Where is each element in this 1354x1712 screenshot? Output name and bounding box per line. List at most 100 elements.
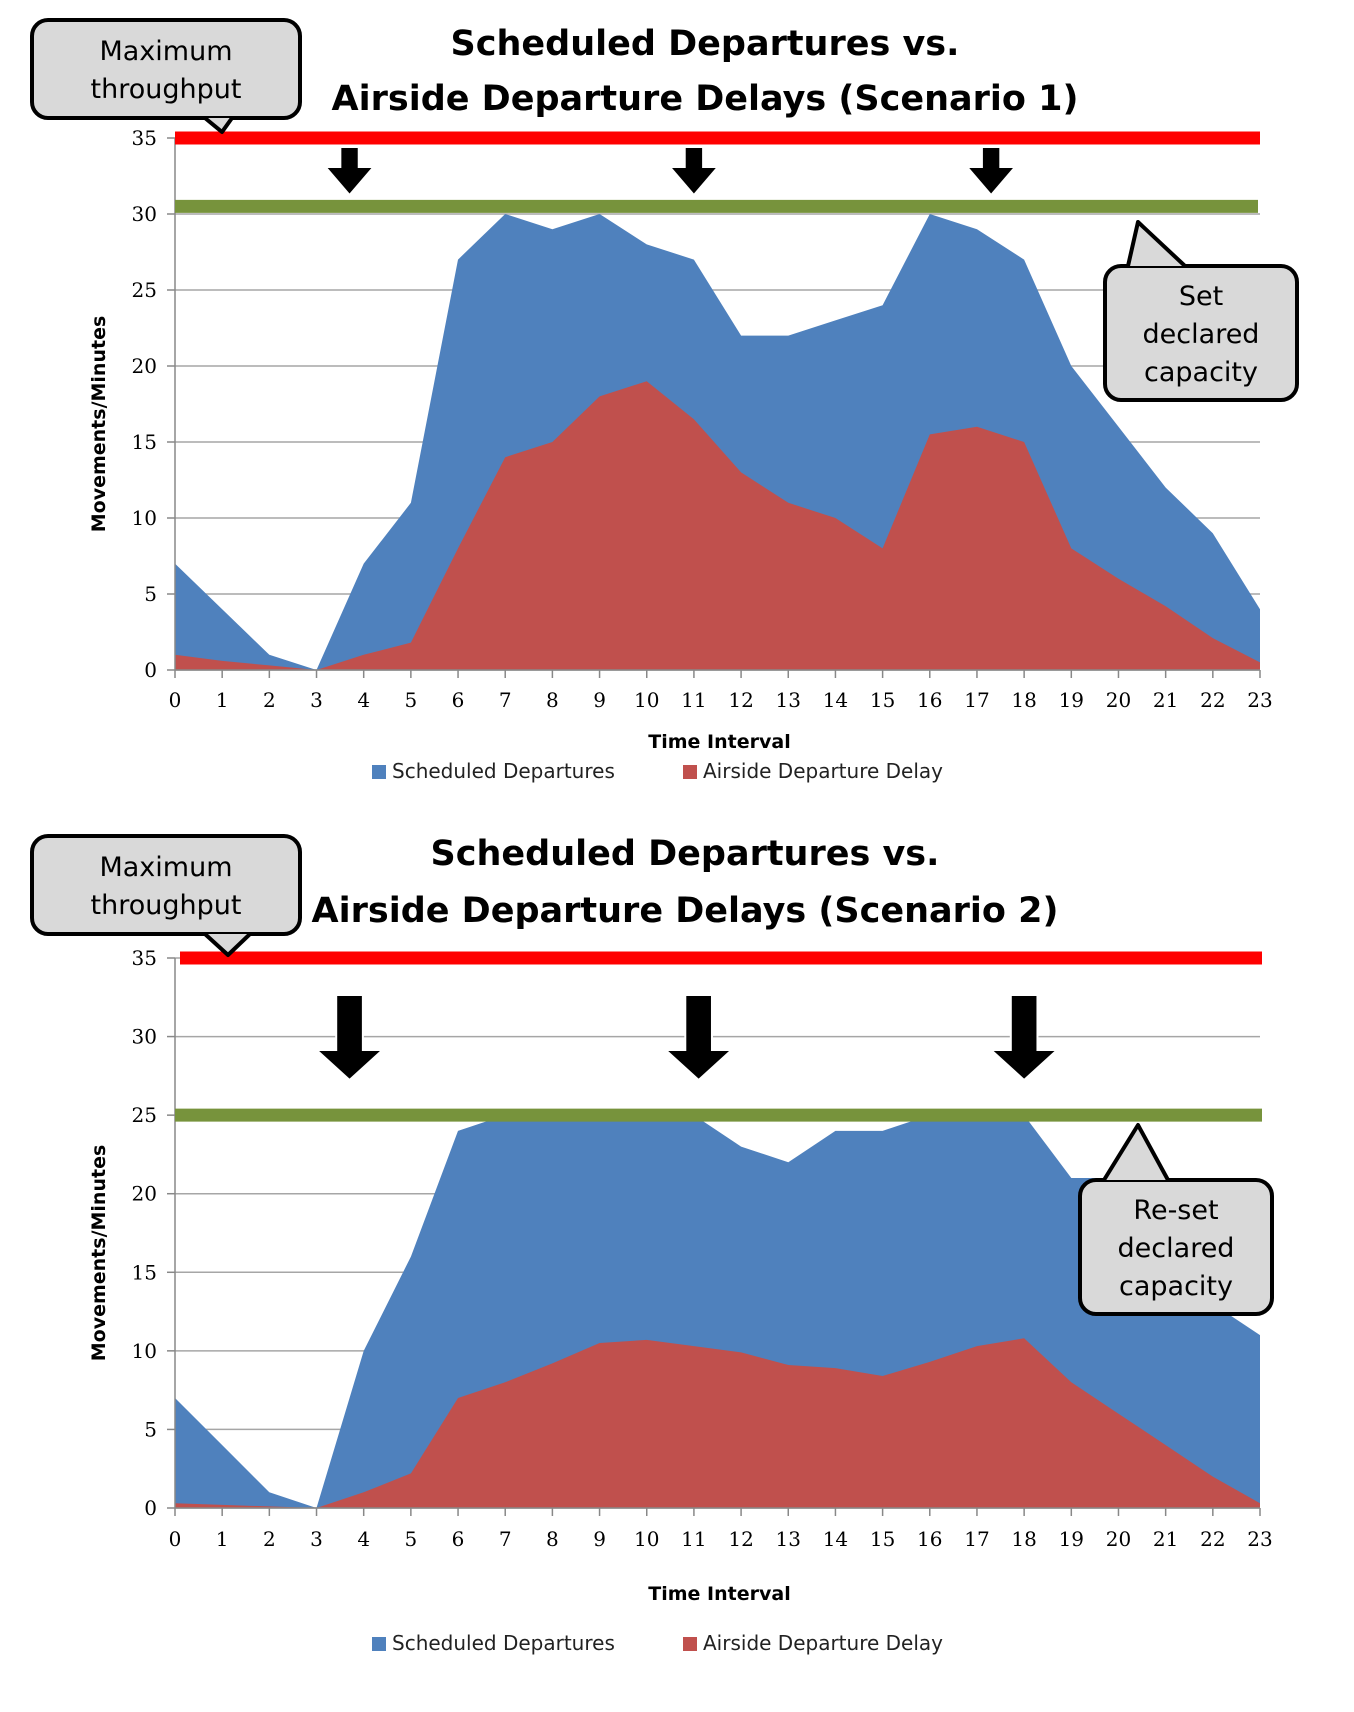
x-tick-label: 21 (1153, 1527, 1178, 1551)
down-arrow-icon (317, 995, 383, 1080)
y-tick-label: 0 (144, 658, 157, 682)
x-tick-label: 21 (1153, 688, 1178, 712)
down-arrow-icon (670, 147, 718, 195)
legend-swatch (372, 1637, 386, 1651)
x-tick-label: 18 (1011, 688, 1036, 712)
y-tick-label: 5 (144, 582, 157, 606)
y-tick-label: 35 (132, 126, 157, 150)
y-tick-label: 30 (132, 1025, 157, 1049)
x-tick-label: 8 (546, 1527, 559, 1551)
chart-title-line: Airside Departure Delays (Scenario 1) (332, 79, 1079, 119)
x-tick-label: 13 (776, 1527, 801, 1551)
legend: Scheduled Departures Airside Departure De… (372, 1631, 943, 1655)
callout-text-line: capacity (1119, 1271, 1233, 1302)
callout-text-line: Set (1179, 281, 1223, 312)
chart-title-line: Airside Departure Delays (Scenario 2) (312, 891, 1059, 931)
callout-text-line: capacity (1144, 357, 1258, 388)
x-tick-label: 10 (634, 688, 659, 712)
y-tick-label: 15 (132, 430, 157, 454)
y-tick-label: 35 (132, 946, 157, 970)
y-tick-label: 25 (132, 278, 157, 302)
x-tick-label: 12 (728, 688, 753, 712)
x-tick-label: 15 (870, 688, 895, 712)
x-tick-label: 17 (964, 1527, 989, 1551)
legend-label: Airside Departure Delay (703, 1631, 943, 1655)
x-tick-label: 3 (310, 1527, 323, 1551)
x-tick-label: 12 (728, 1527, 753, 1551)
legend: Scheduled Departures Airside Departure De… (372, 759, 943, 783)
y-tick-label: 30 (132, 202, 157, 226)
y-axis-label: Movements/Minutes (88, 1145, 110, 1362)
x-tick-label: 11 (681, 688, 706, 712)
y-tick-label: 15 (132, 1260, 157, 1284)
x-tick-label: 14 (823, 1527, 848, 1551)
x-tick-label: 22 (1200, 1527, 1225, 1551)
x-tick-label: 23 (1247, 688, 1272, 712)
x-tick-label: 1 (216, 1527, 229, 1551)
x-tick-label: 2 (263, 1527, 276, 1551)
x-tick-label: 23 (1247, 1527, 1272, 1551)
x-tick-label: 20 (1106, 688, 1131, 712)
legend-label: Scheduled Departures (392, 1631, 615, 1655)
x-tick-label: 7 (499, 688, 512, 712)
legend-label: Airside Departure Delay (703, 759, 943, 783)
y-tick-label: 10 (132, 1339, 157, 1363)
y-axis-label: Movements/Minutes (88, 316, 110, 533)
max-throughput-callout: Maximum throughput (32, 836, 300, 955)
callout-text-line: throughput (91, 890, 242, 921)
y-tick-label: 20 (132, 1182, 157, 1206)
chart-1: Scheduled Departures vs. Airside Departur… (32, 20, 1297, 783)
x-tick-label: 6 (452, 1527, 465, 1551)
x-tick-label: 4 (357, 1527, 370, 1551)
callout-text-line: Maximum (99, 852, 232, 883)
x-tick-label: 4 (357, 688, 370, 712)
callout-tail-fill (1104, 1125, 1168, 1180)
x-tick-label: 14 (823, 688, 848, 712)
callout-text-line: declared (1143, 319, 1260, 350)
x-tick-label: 22 (1200, 688, 1225, 712)
max-throughput-callout: Maximum throughput (32, 20, 300, 132)
y-tick-label: 10 (132, 506, 157, 530)
callout-text-line: Re-set (1133, 1195, 1218, 1226)
x-tick-label: 13 (776, 688, 801, 712)
x-tick-label: 17 (964, 688, 989, 712)
declared-capacity-callout: Set declared capacity (1105, 222, 1297, 400)
x-tick-label: 8 (546, 688, 559, 712)
chart-title-line: Scheduled Departures vs. (451, 24, 960, 64)
x-tick-label: 1 (216, 688, 229, 712)
x-tick-label: 11 (681, 1527, 706, 1551)
x-tick-label: 19 (1059, 1527, 1084, 1551)
y-tick-label: 5 (144, 1417, 157, 1441)
legend-label: Scheduled Departures (392, 759, 615, 783)
x-tick-label: 18 (1011, 1527, 1036, 1551)
x-tick-label: 9 (593, 688, 606, 712)
x-tick-label: 16 (917, 1527, 942, 1551)
x-tick-label: 7 (499, 1527, 512, 1551)
y-tick-label: 25 (132, 1103, 157, 1127)
chart-2: Scheduled Departures vs. Airside Departur… (32, 834, 1273, 1655)
chart-title-line: Scheduled Departures vs. (431, 834, 940, 874)
x-tick-label: 6 (452, 688, 465, 712)
x-tick-label: 16 (917, 688, 942, 712)
x-tick-label: 15 (870, 1527, 895, 1551)
x-tick-label: 3 (310, 688, 323, 712)
x-tick-label: 2 (263, 688, 276, 712)
declared-capacity-callout: Re-set declared capacity (1080, 1125, 1272, 1314)
down-arrow-icon (666, 995, 732, 1080)
legend-swatch (683, 1637, 697, 1651)
x-tick-label: 0 (169, 688, 182, 712)
callout-text-line: Maximum (99, 36, 232, 67)
legend-swatch (372, 765, 386, 779)
x-axis-label: Time Interval (648, 731, 790, 753)
down-arrow-icon (326, 147, 374, 195)
x-tick-label: 19 (1059, 688, 1084, 712)
callout-text-line: throughput (91, 74, 242, 105)
legend-swatch (683, 765, 697, 779)
x-tick-label: 10 (634, 1527, 659, 1551)
x-tick-label: 5 (405, 1527, 418, 1551)
x-axis-label: Time Interval (648, 1583, 790, 1605)
down-arrow-icon (991, 995, 1057, 1080)
y-tick-label: 20 (132, 354, 157, 378)
x-tick-label: 9 (593, 1527, 606, 1551)
